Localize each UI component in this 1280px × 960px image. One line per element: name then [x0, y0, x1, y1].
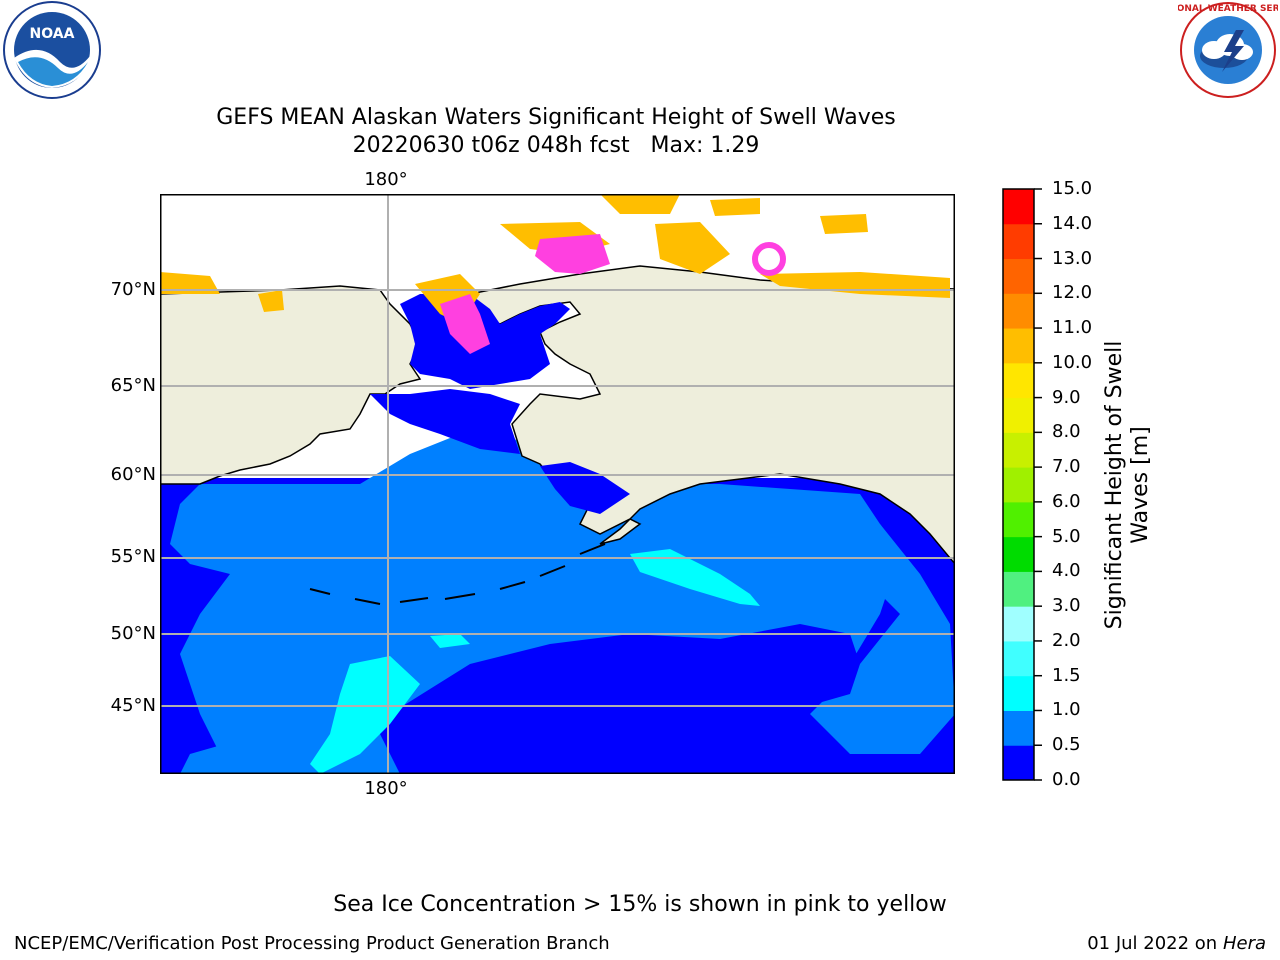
colorbar-segment: [1003, 640, 1034, 677]
colorbar-tick-label: 15.0: [1052, 178, 1093, 199]
colorbar-tick-label: 1.0: [1052, 699, 1081, 721]
colorbar-tick-label: 8.0: [1052, 421, 1081, 443]
sea-ice-note: Sea Ice Concentration > 15% is shown in …: [333, 892, 947, 917]
colorbar-segment: [1003, 362, 1034, 399]
colorbar-tick-label: 10.0: [1052, 351, 1093, 373]
lat-label-60: 60°N: [110, 464, 156, 485]
colorbar-segment: [1003, 745, 1034, 781]
colorbar-segment: [1003, 328, 1034, 364]
colorbar-segment: [1003, 675, 1034, 711]
sea-ice-small-top: [820, 214, 868, 234]
colorbar-tick-label: 4.0: [1052, 560, 1081, 582]
colorbar-segment: [1003, 293, 1034, 329]
colorbar-segment: [1003, 467, 1034, 503]
colorbar-title: Significant Height of Swell Waves [m]: [1102, 341, 1154, 630]
colorbar-segment: [1003, 501, 1034, 538]
lon-label-top: 180°: [364, 169, 408, 190]
footer-host: Hera: [1222, 933, 1266, 954]
map-gridlines: [160, 194, 955, 774]
sea-ice-orange-east: [600, 194, 680, 214]
colorbar-title-line2: Waves [m]: [1128, 426, 1153, 544]
colorbar-segment: [1003, 432, 1034, 468]
lat-label-65: 65°N: [110, 375, 156, 396]
sea-ice-orange-tl: [258, 290, 284, 312]
ocean-norton: [370, 389, 520, 454]
sea-ice-orange-far-east: [760, 272, 950, 298]
nws-logo-text: NATIONAL WEATHER SERVICE: [1178, 4, 1278, 14]
colorbar-tick-label: 7.0: [1052, 456, 1081, 478]
footer-date-text: 01 Jul 2022 on: [1087, 933, 1223, 954]
lat-label-55: 55°N: [110, 546, 156, 567]
map-panel: [160, 194, 955, 774]
title-line1: GEFS MEAN Alaskan Waters Significant Hei…: [216, 105, 896, 130]
footer-date: 01 Jul 2022 on Hera: [1087, 933, 1266, 954]
title-line2: 20220630 t06z 048h fcst Max: 1.29: [352, 133, 760, 158]
colorbar-tick-label: 1.5: [1052, 664, 1081, 686]
sea-ice-pink-ring: [752, 242, 787, 276]
noaa-logo: NOAA: [3, 1, 101, 99]
sea-ice-orange-east2: [655, 222, 730, 274]
chart-title: GEFS MEAN Alaskan Waters Significant Hei…: [0, 104, 1112, 160]
colorbar-segment: [1003, 710, 1034, 746]
colorbar-tick-label: 12.0: [1052, 282, 1093, 304]
colorbar-title-line1: Significant Height of Swell: [1102, 340, 1127, 630]
colorbar-tick-label: 2.0: [1052, 629, 1081, 651]
colorbar-segment: [1003, 606, 1034, 642]
lat-label-70: 70°N: [110, 279, 156, 300]
map-frame: [160, 194, 955, 774]
swell-zone-10-15-northeast: [630, 549, 760, 606]
swell-zone-10-15-central: [310, 656, 420, 774]
colorbar-tick-label: 13.0: [1052, 247, 1093, 269]
sea-ice-small-top2: [710, 198, 760, 216]
nws-logo: NATIONAL WEATHER SERVICE: [1178, 2, 1278, 98]
colorbar-tick-label: 3.0: [1052, 595, 1081, 617]
colorbar-tick-label: 6.0: [1052, 490, 1081, 512]
aleutian-islands: [309, 543, 606, 605]
lat-label-45: 45°N: [110, 695, 156, 716]
sea-ice-pink-central: [440, 294, 490, 354]
swell-zone-lt05-gulf: [490, 624, 860, 774]
lat-label-50: 50°N: [110, 623, 156, 644]
colorbar-tick-label: 14.0: [1052, 212, 1093, 234]
colorbar-segment: [1003, 189, 1034, 225]
colorbar-tick-label: 5.0: [1052, 525, 1081, 547]
noaa-logo-text: NOAA: [30, 26, 75, 42]
sea-ice-orange-west: [160, 272, 220, 294]
colorbar-segment: [1003, 397, 1034, 433]
colorbar-segment: [1003, 536, 1034, 572]
colorbar-segment: [1003, 223, 1034, 260]
colorbar: [1002, 188, 1042, 781]
colorbar-tick-label: 9.0: [1052, 386, 1081, 408]
colorbar-segment: [1003, 258, 1034, 294]
colorbar-tick-label: 0.0: [1052, 769, 1081, 790]
swell-zone-10-15-small: [430, 634, 470, 648]
colorbar-tick-label: 11.0: [1052, 317, 1093, 339]
colorbar-tick-label: 0.5: [1052, 734, 1081, 756]
footer-credit: NCEP/EMC/Verification Post Processing Pr…: [14, 933, 610, 954]
swell-zone-05-10-south: [810, 524, 955, 754]
sea-ice-pink-north: [535, 234, 610, 274]
colorbar-segment: [1003, 571, 1034, 607]
colorbar-frame: [1002, 188, 1035, 781]
lon-label-bottom: 180°: [364, 778, 408, 799]
